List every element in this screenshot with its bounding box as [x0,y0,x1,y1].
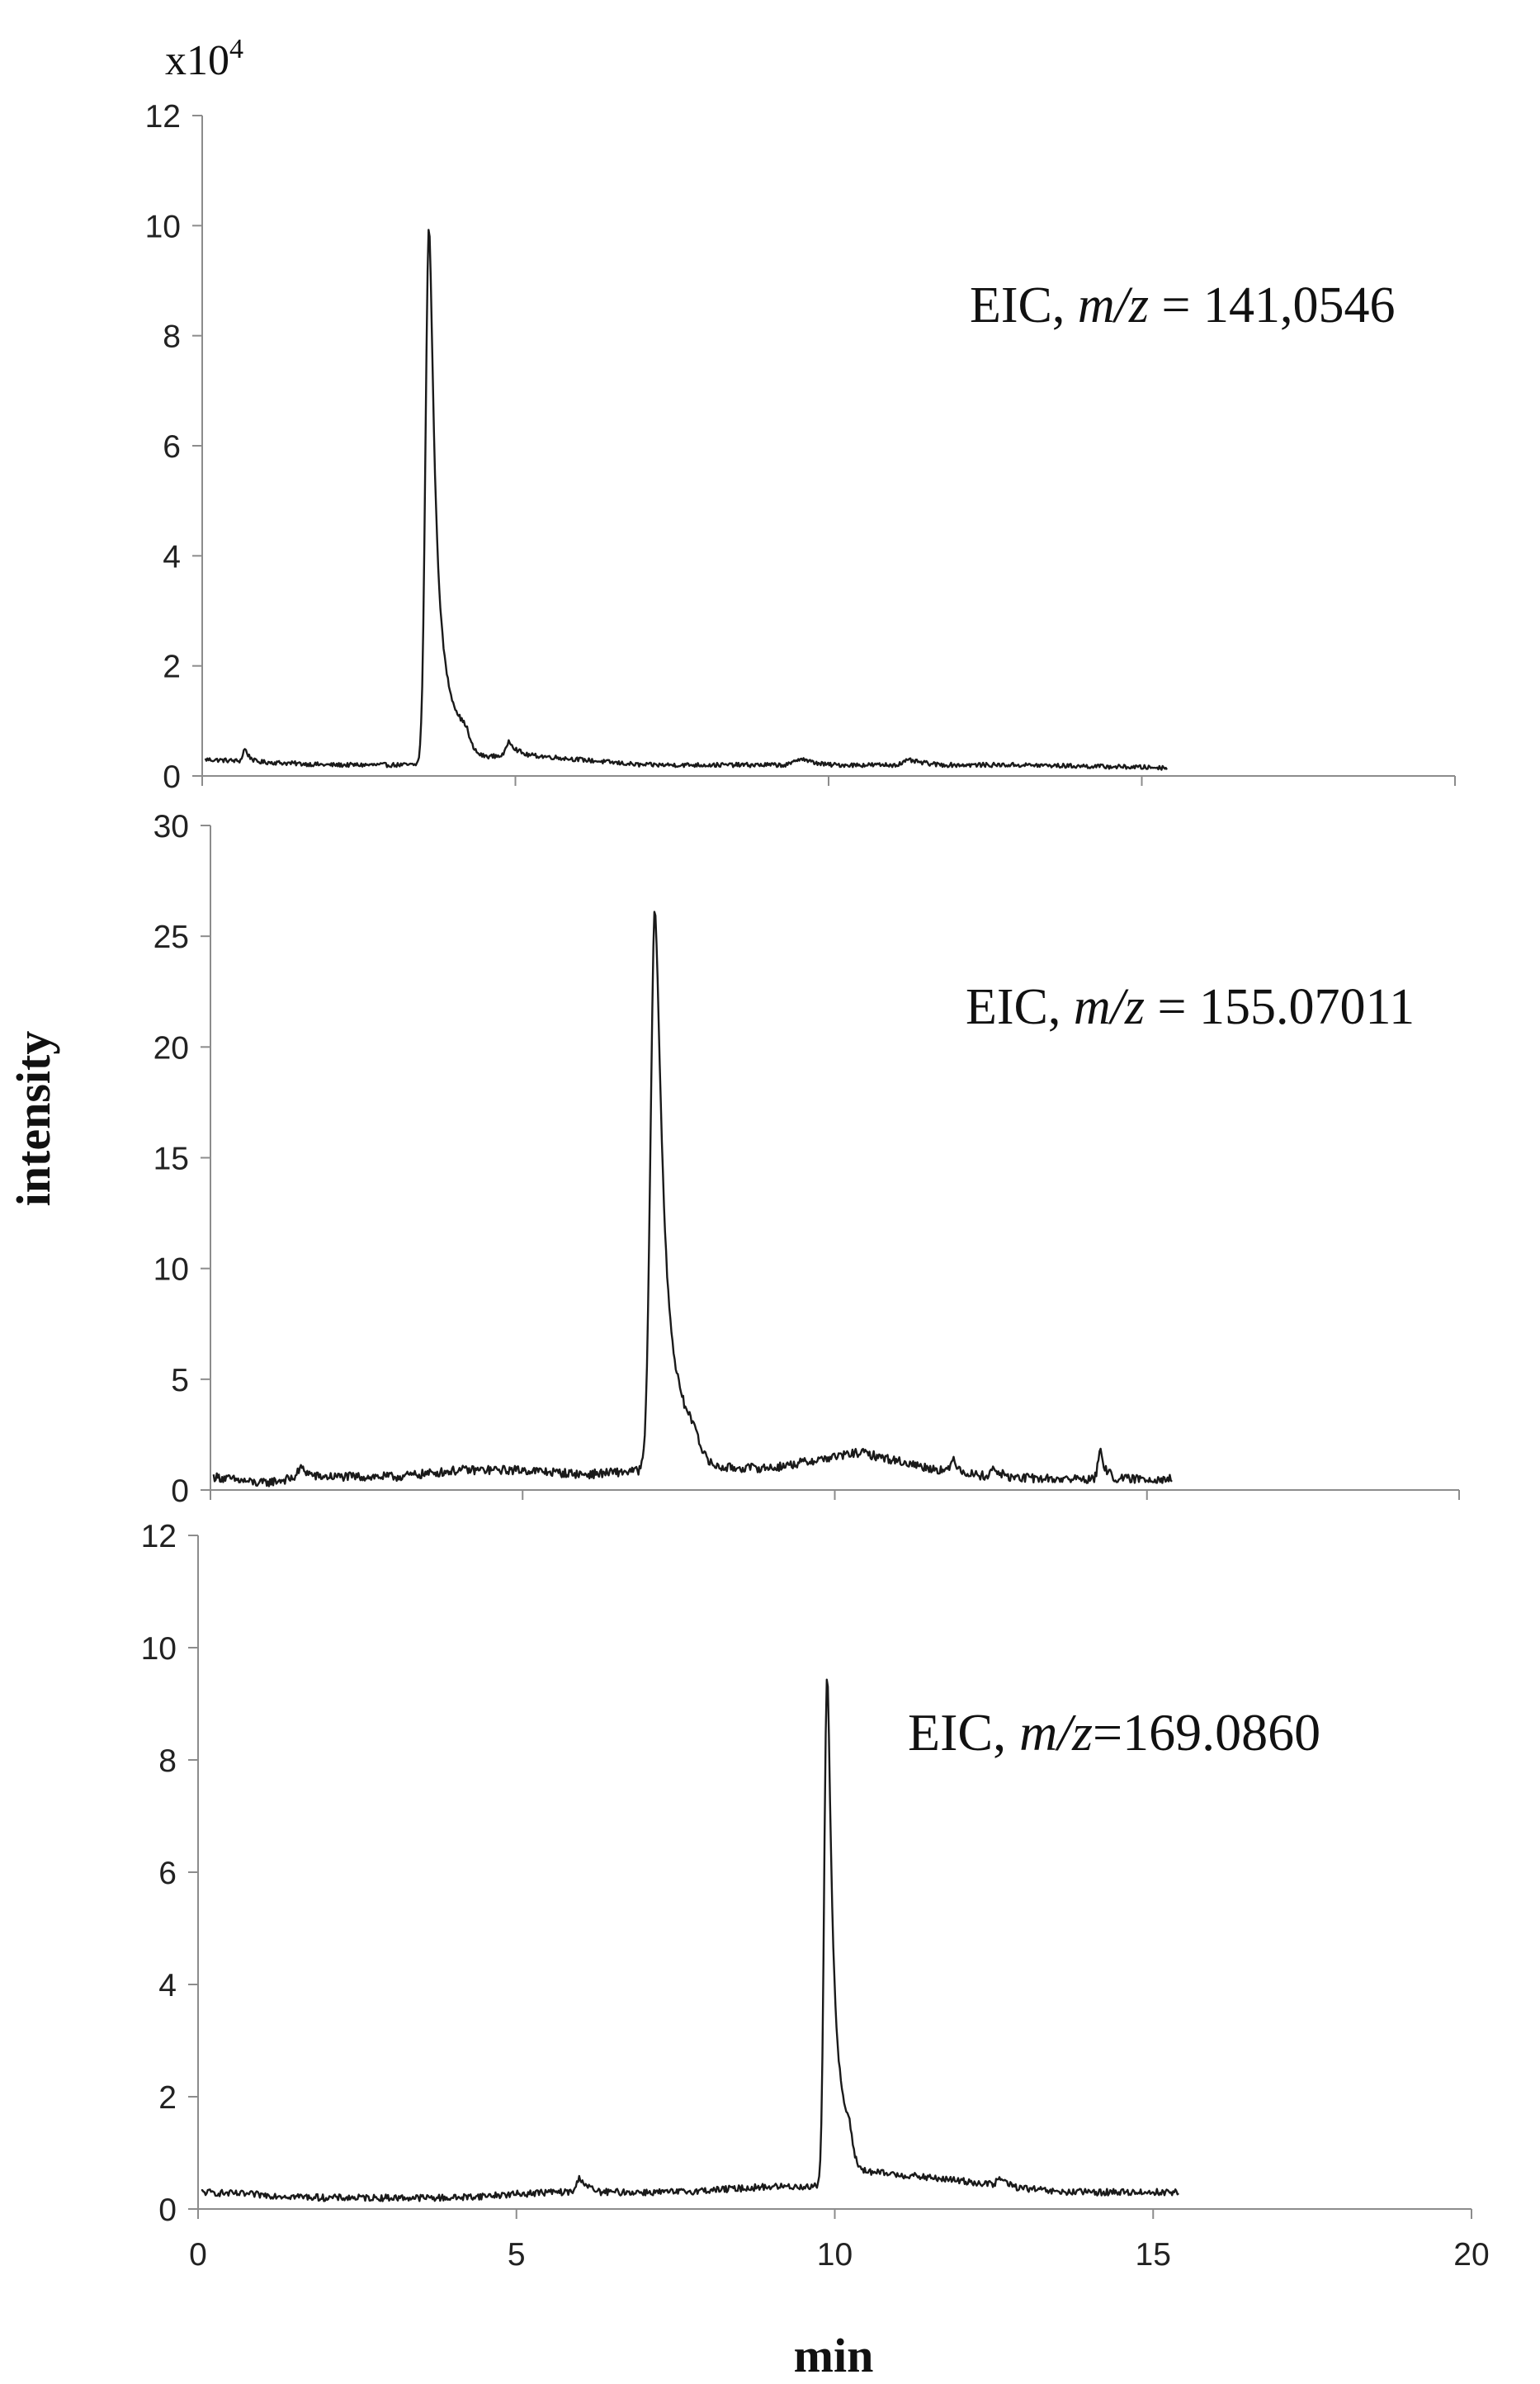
eic-trace-line [204,229,1168,771]
y-axis-label: intensity [7,1031,60,1207]
y-tick-label: 12 [141,1519,177,1554]
y-tick-label: 0 [158,2192,177,2228]
y-tick-label: 8 [163,319,181,355]
y-tick-label: 25 [154,920,189,955]
y-tick-label: 20 [154,1030,189,1066]
chart-panel-169: 0 2 4 6 8 10 12 0 5 10 15 20 EIC, m/z=169.0860 [141,1519,1490,2273]
x-tick-label: 10 [817,2237,853,2273]
chart-panel-141: 0 2 4 6 8 10 12 EIC, m/z = 141,0546 [145,99,1456,795]
y-tick-label: 15 [154,1142,189,1177]
y-tick-label: 4 [158,1968,177,2003]
chart-panel-155: 0 5 10 15 20 25 30 EIC, m/z = 155.07011 [154,809,1460,1509]
eic-annotation: EIC, m/z=169.0860 [908,1703,1320,1762]
y-tick-label: 10 [145,209,181,244]
y-tick-label: 6 [158,1856,177,1891]
eic-annotation: EIC, m/z = 141,0546 [970,277,1395,333]
y-tick-label: 8 [158,1743,177,1779]
y-tick-label: 10 [141,1631,177,1667]
y-tick-label: 2 [163,650,181,685]
y-tick-label: 6 [163,429,181,465]
y-tick-label: 4 [163,539,181,575]
eic-trace-line [201,1678,1179,2202]
y-tick-label: 30 [154,809,189,844]
x-tick-label: 0 [189,2237,207,2273]
y-tick-label: 0 [171,1473,189,1509]
x-tick-label: 15 [1136,2237,1171,2273]
y-tick-label: 5 [171,1363,189,1398]
y-tick-label: 2 [158,2080,177,2116]
x-axis-label: min [794,2329,874,2382]
multiplier-label: x104 [165,34,243,84]
eic-trace-line [212,911,1173,1488]
y-tick-label: 0 [163,759,181,795]
y-tick-label: 10 [154,1252,189,1288]
x-tick-label: 5 [508,2237,526,2273]
eic-annotation: EIC, m/z = 155.07011 [966,979,1415,1035]
x-tick-label: 20 [1453,2237,1489,2273]
y-tick-label: 12 [145,99,181,135]
